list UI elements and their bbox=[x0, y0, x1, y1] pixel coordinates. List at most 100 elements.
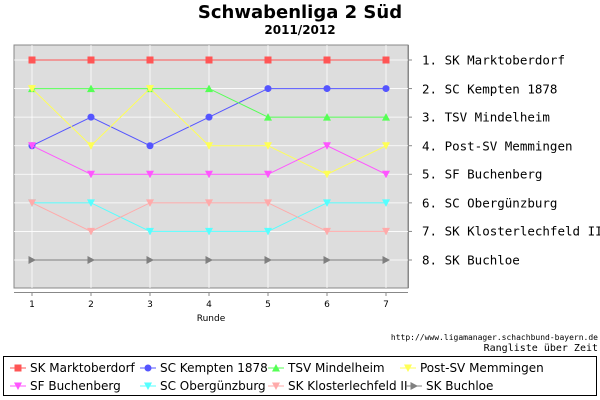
data-point bbox=[382, 56, 390, 64]
data-point bbox=[146, 85, 154, 93]
rank-label: 4. Post-SV Memmingen bbox=[422, 138, 573, 154]
data-point bbox=[323, 85, 331, 93]
legend-marker bbox=[14, 364, 22, 372]
data-point bbox=[146, 256, 154, 264]
data-point bbox=[28, 199, 36, 207]
data-point bbox=[264, 56, 272, 64]
data-point bbox=[146, 170, 154, 179]
data-point bbox=[264, 170, 272, 179]
legend-item: SC Obergünzburg bbox=[140, 377, 266, 395]
data-point bbox=[323, 227, 331, 236]
x-tick-label: 6 bbox=[324, 300, 330, 310]
legend-item: SC Kempten 1878 bbox=[140, 359, 268, 377]
data-point bbox=[28, 85, 36, 93]
data-point bbox=[264, 113, 272, 121]
chart-subtitle: 2011/2012 bbox=[264, 23, 336, 37]
legend-swatch bbox=[268, 382, 284, 390]
data-point bbox=[323, 256, 331, 264]
data-point bbox=[382, 113, 390, 121]
x-tick-label: 2 bbox=[88, 300, 94, 310]
rank-label: 6. SC Obergünzburg bbox=[422, 195, 558, 211]
legend-swatch bbox=[268, 364, 284, 372]
x-tick-label: 4 bbox=[206, 300, 212, 310]
data-point bbox=[264, 142, 272, 150]
data-point bbox=[323, 142, 331, 150]
data-point bbox=[264, 199, 272, 207]
data-point bbox=[87, 84, 95, 93]
data-point bbox=[205, 227, 213, 236]
legend-label: SC Obergünzburg bbox=[160, 379, 266, 393]
data-point bbox=[28, 56, 36, 64]
data-point bbox=[382, 85, 390, 93]
data-point bbox=[87, 227, 95, 236]
data-point bbox=[205, 170, 213, 179]
data-point bbox=[28, 256, 36, 264]
data-point bbox=[264, 85, 272, 93]
data-point bbox=[87, 113, 95, 121]
x-axis-label: Runde bbox=[197, 314, 226, 324]
data-point bbox=[382, 227, 390, 236]
source-url: http://www.ligamanager.schachbund-bayern… bbox=[390, 333, 598, 342]
data-point bbox=[87, 256, 95, 264]
legend-marker bbox=[144, 364, 152, 372]
data-point bbox=[87, 142, 95, 150]
legend-swatch bbox=[10, 364, 26, 372]
data-point bbox=[87, 170, 95, 179]
rank-label: 5. SF Buchenberg bbox=[422, 166, 543, 182]
rank-label: 3. TSV Mindelheim bbox=[422, 109, 550, 125]
plot-area bbox=[13, 44, 409, 289]
legend-label: TSV Mindelheim bbox=[288, 361, 385, 375]
legend-item: SK Marktoberdorf bbox=[10, 359, 135, 377]
legend-marker bbox=[404, 364, 412, 372]
data-point bbox=[323, 199, 331, 207]
chart-title: Schwabenliga 2 Süd bbox=[197, 2, 403, 23]
x-tick-label: 5 bbox=[265, 300, 271, 310]
data-point bbox=[146, 227, 154, 236]
line-chart: 1 2 3 4 5 6 7 Runde bbox=[13, 44, 412, 324]
rank-label: 7. SK Klosterlechfeld II bbox=[422, 223, 600, 239]
data-point bbox=[146, 142, 154, 150]
data-point bbox=[323, 113, 331, 121]
legend-swatch bbox=[400, 364, 416, 372]
legend-item: SK Klosterlechfeld II bbox=[268, 377, 408, 395]
data-point bbox=[264, 256, 272, 264]
legend-label: SC Kempten 1878 bbox=[160, 361, 268, 375]
data-point bbox=[323, 56, 331, 64]
legend-label: SK Marktoberdorf bbox=[30, 361, 135, 375]
legend-swatch bbox=[10, 382, 26, 390]
data-point bbox=[205, 256, 213, 264]
data-point bbox=[382, 142, 390, 150]
rank-label: 1. SK Marktoberdorf bbox=[422, 52, 565, 68]
data-point bbox=[382, 256, 390, 264]
legend-marker bbox=[410, 382, 418, 390]
data-point bbox=[205, 199, 213, 207]
legend-label: SK Klosterlechfeld II bbox=[288, 379, 408, 393]
legend-marker bbox=[144, 382, 152, 390]
data-point bbox=[28, 142, 36, 150]
legend-marker bbox=[272, 382, 280, 390]
legend-item: SF Buchenberg bbox=[10, 377, 121, 395]
legend-item: SK Buchloe bbox=[406, 377, 493, 395]
x-tick-label: 3 bbox=[147, 300, 153, 310]
x-tick-label: 7 bbox=[383, 300, 389, 310]
legend-swatch bbox=[406, 382, 422, 390]
legend-label: SK Buchloe bbox=[426, 379, 494, 393]
legend-marker bbox=[272, 364, 280, 372]
legend-label: SF Buchenberg bbox=[30, 379, 121, 393]
data-point bbox=[382, 170, 390, 179]
data-point bbox=[205, 84, 213, 93]
legend-swatch bbox=[140, 382, 156, 390]
legend-item: TSV Mindelheim bbox=[268, 359, 385, 377]
data-point bbox=[205, 56, 213, 64]
data-point bbox=[205, 142, 213, 150]
data-point bbox=[146, 199, 154, 207]
data-point bbox=[87, 56, 95, 64]
legend-marker bbox=[14, 382, 22, 390]
data-point bbox=[146, 56, 154, 64]
data-point bbox=[382, 199, 390, 207]
legend-label: Post-SV Memmingen bbox=[420, 361, 544, 375]
data-point bbox=[87, 199, 95, 207]
legend-swatch bbox=[140, 364, 156, 372]
data-point bbox=[205, 113, 213, 121]
rank-label: 8. SK Buchloe bbox=[422, 252, 520, 268]
